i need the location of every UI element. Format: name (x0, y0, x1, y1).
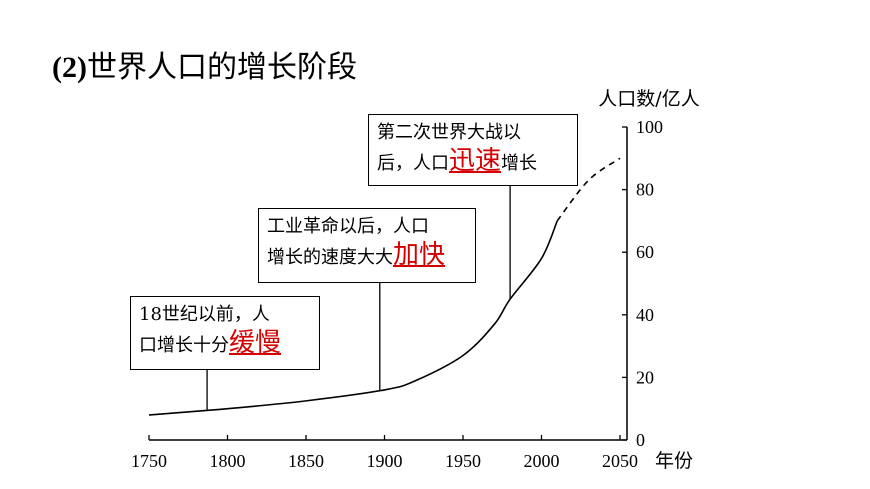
annotation-3-suffix: 增长 (501, 153, 538, 174)
y-tick-label: 80 (636, 180, 654, 200)
page-title: (2)世界人口的增长阶段 (52, 48, 357, 88)
series-line-projected (556, 157, 621, 222)
title-text: 世界人口的增长阶段 (86, 50, 357, 85)
annotation-3-highlight: 迅速 (449, 146, 502, 176)
x-tick-label: 1800 (210, 451, 246, 471)
annotation-3-line-2: 后，人口 (377, 153, 449, 174)
x-tick-label: 1750 (131, 451, 167, 471)
title-prefix: (2) (52, 51, 87, 84)
series-line-historical (148, 220, 558, 416)
x-tick-label: 2000 (524, 451, 560, 471)
x-tick-label: 1850 (288, 451, 324, 471)
x-tick-label: 1950 (445, 451, 481, 471)
chart-series (148, 157, 621, 416)
annotation-2-line-1: 工业革命以后，人口 (267, 216, 429, 237)
annotation-box-3: 第二次世界大战以 后，人口迅速增长 (368, 114, 578, 186)
x-axis-label: 年份 (655, 450, 693, 472)
annotation-1-highlight: 缓慢 (229, 328, 282, 358)
y-tick-label: 20 (636, 367, 654, 387)
annotation-1-line-1: 18世纪以前，人 (139, 304, 270, 325)
annotation-2-highlight: 加快 (393, 240, 446, 270)
y-axis-label: 人口数/亿人 (598, 88, 699, 110)
y-tick-label: 100 (636, 117, 663, 137)
x-tick-label: 1900 (367, 451, 403, 471)
annotation-box-2: 工业革命以后，人口 增长的速度大大加快 (258, 208, 476, 283)
annotation-box-1: 18世纪以前，人 口增长十分缓慢 (130, 296, 320, 370)
y-tick-label: 40 (636, 305, 654, 325)
chart-axes (149, 127, 628, 441)
annotation-leaders (206, 186, 511, 411)
annotation-1-line-2: 口增长十分 (139, 335, 229, 356)
y-tick-label: 60 (636, 242, 654, 262)
y-tick-label: 0 (636, 430, 645, 450)
annotation-2-line-2: 增长的速度大大 (267, 247, 393, 268)
x-tick-label: 2050 (602, 451, 638, 471)
annotation-3-line-1: 第二次世界大战以 (377, 122, 521, 143)
